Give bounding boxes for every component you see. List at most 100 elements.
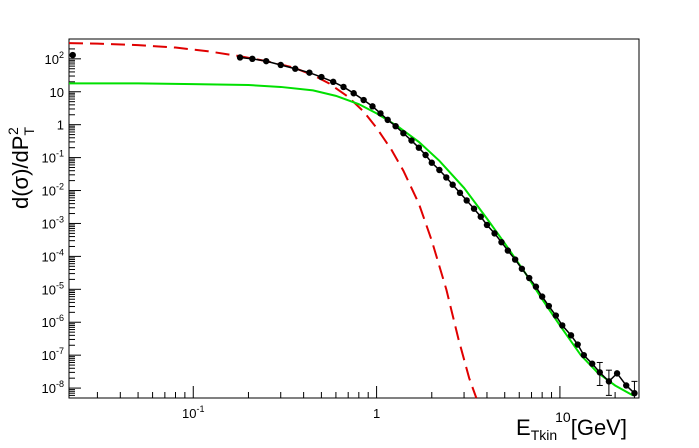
- data-point: [449, 181, 456, 188]
- x-axis: 10-1 1: [96, 386, 616, 421]
- y-tick-label-exponent: -2: [56, 182, 64, 192]
- data-point: [470, 205, 478, 212]
- data-point: [415, 144, 423, 151]
- data-point: [511, 256, 519, 263]
- data-point: [491, 230, 498, 237]
- data-point: [623, 382, 630, 389]
- x-axis-title-power: 10: [555, 409, 571, 425]
- data-point: [552, 312, 560, 319]
- y-tick-label-exponent: -6: [56, 313, 64, 323]
- data-point: [360, 96, 367, 104]
- dashed-fit-curve: [68, 42, 478, 399]
- data-point: [69, 51, 76, 59]
- data-point: [580, 351, 588, 359]
- y-tick-label: 10-5: [42, 280, 64, 297]
- data-point: [392, 122, 399, 130]
- data-point: [422, 151, 429, 159]
- data-point: [518, 265, 526, 272]
- data-point: [384, 116, 391, 124]
- y-tick-label: 10-1: [42, 149, 64, 166]
- plot-frame: [68, 38, 640, 399]
- x-axis-title: ETkin 10[GeV]: [516, 409, 627, 443]
- data-point: [330, 78, 337, 86]
- data-point: [483, 221, 491, 229]
- y-tick-label-exponent: -4: [56, 247, 64, 257]
- y-tick-label-mantissa: 10: [42, 249, 56, 264]
- data-point: [350, 90, 357, 97]
- data-point: [340, 83, 347, 91]
- data-point: [631, 389, 638, 397]
- y-tick-label: 10: [50, 85, 64, 100]
- y-tick-label: 1: [57, 118, 64, 133]
- y-tick-label-mantissa: 10: [45, 52, 59, 67]
- y-tick-label-exponent: 2: [59, 50, 64, 60]
- y-tick-label: 10-3: [42, 214, 64, 231]
- data-point: [456, 189, 464, 197]
- data-point: [605, 378, 613, 385]
- y-tick-label: 10-4: [42, 247, 64, 264]
- y-tick-label-mantissa: 1: [57, 118, 64, 133]
- x-tick-label: 1: [373, 406, 380, 421]
- y-tick-label: 10-7: [42, 346, 64, 363]
- data-point: [596, 369, 603, 376]
- y-tick-label-mantissa: 10: [42, 151, 56, 166]
- x-tick-label-exponent: -1: [196, 404, 204, 414]
- data-point: [559, 322, 566, 329]
- data-point: [567, 332, 575, 339]
- data-point: [545, 302, 553, 310]
- y-tick-label-mantissa: 10: [42, 381, 56, 396]
- y-tick-label-mantissa: 10: [42, 184, 56, 199]
- solid-fit-curve: [69, 82, 634, 397]
- y-tick-label: 102: [45, 50, 64, 67]
- data-point: [477, 213, 484, 220]
- y-axis-title-sup: 2: [5, 127, 21, 135]
- data-point: [526, 274, 533, 282]
- data-point: [408, 137, 415, 144]
- series-layer: [68, 42, 638, 399]
- x-axis-title-sub: Tkin: [531, 427, 557, 443]
- data-point: [292, 65, 299, 72]
- data-point: [318, 73, 325, 81]
- data-point: [504, 247, 512, 254]
- data-point: [277, 61, 284, 69]
- y-axis-title: d(σ)/dPT2: [5, 127, 37, 210]
- data-point: [498, 238, 505, 246]
- data-point: [377, 110, 384, 117]
- data-point: [532, 283, 540, 290]
- data-point: [574, 341, 581, 348]
- y-tick-label-exponent: -7: [56, 346, 64, 356]
- x-axis-title-unit: [GeV]: [571, 415, 627, 440]
- y-tick-label-mantissa: 10: [50, 85, 64, 100]
- y-tick-label: 10-8: [42, 379, 64, 396]
- y-tick-label-mantissa: 10: [42, 315, 56, 330]
- data-point: [428, 159, 435, 166]
- data-point: [538, 293, 546, 300]
- y-tick-label-exponent: -1: [56, 149, 64, 159]
- y-tick-label: 10-2: [42, 182, 64, 199]
- y-tick-label-exponent: -3: [56, 214, 64, 224]
- y-tick-label-exponent: -5: [56, 280, 64, 290]
- y-axis-title-prefix: d(σ)/dP: [8, 136, 33, 210]
- data-point: [400, 130, 407, 137]
- data-point: [589, 360, 596, 367]
- y-tick-label-mantissa: 10: [42, 216, 56, 231]
- data-point: [369, 103, 376, 110]
- data-point: [613, 370, 621, 377]
- y-tick-label-mantissa: 10: [42, 348, 56, 363]
- data-point: [436, 166, 443, 174]
- y-tick-label: 10-6: [42, 313, 64, 330]
- data-point: [443, 174, 450, 181]
- y-tick-label-mantissa: 10: [42, 282, 56, 297]
- y-axis-title-sub: T: [21, 127, 37, 136]
- x-tick-label-mantissa: 10: [182, 406, 196, 421]
- data-point: [236, 54, 244, 61]
- x-tick-label: 10-1: [182, 404, 204, 421]
- x-tick-label-mantissa: 1: [373, 406, 380, 421]
- x-axis-title-base: E: [516, 415, 531, 440]
- data-point: [306, 69, 313, 76]
- y-tick-label-exponent: -8: [56, 379, 64, 389]
- data-point: [463, 197, 470, 204]
